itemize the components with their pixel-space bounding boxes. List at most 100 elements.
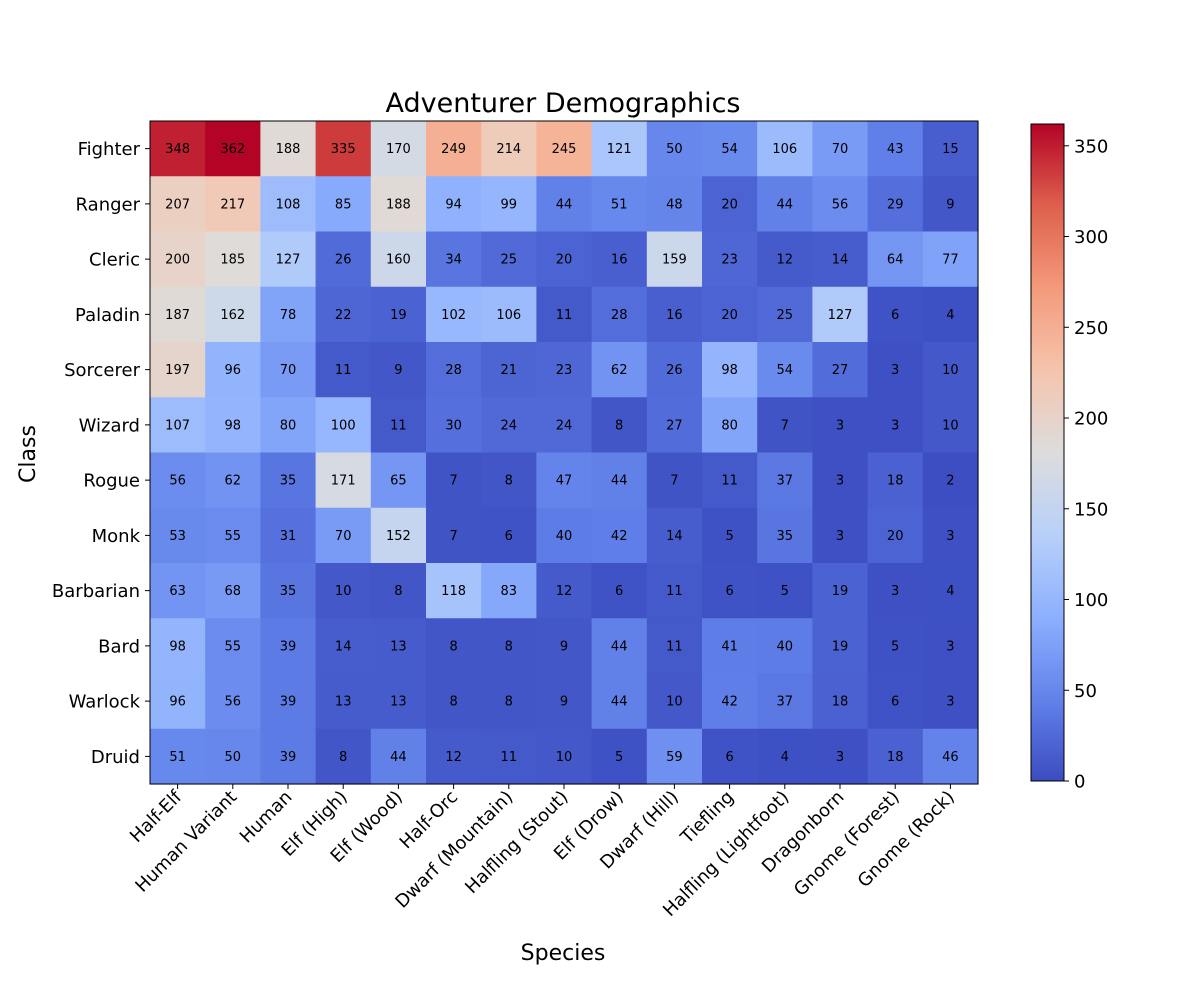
- heatmap-cell: [150, 673, 206, 730]
- heatmap-cell: [150, 286, 206, 343]
- heatmap-cell: [150, 728, 206, 785]
- cell-value-label: 20: [887, 529, 904, 544]
- heatmap-cell: [370, 231, 427, 288]
- cell-value-label: 44: [777, 197, 794, 212]
- cell-value-label: 7: [670, 474, 678, 489]
- heatmap-cell: [922, 563, 979, 619]
- cell-value-label: 26: [335, 253, 352, 268]
- cell-value-label: 11: [666, 584, 683, 599]
- cell-value-label: 14: [666, 529, 683, 544]
- heatmap-cell: [867, 397, 924, 454]
- heatmap-cell: [867, 618, 924, 675]
- cell-value-label: 20: [721, 308, 738, 323]
- heatmap-cell: [812, 563, 869, 619]
- heatmap-cell: [536, 121, 593, 177]
- cell-value-label: 207: [165, 197, 190, 212]
- cell-value-label: 14: [832, 253, 849, 268]
- cell-value-label: 54: [721, 142, 738, 157]
- cell-value-label: 70: [832, 142, 849, 157]
- cell-value-label: 5: [725, 529, 733, 544]
- heatmap-cell: [757, 176, 813, 233]
- heatmap-cell: [812, 673, 869, 730]
- cell-value-label: 80: [280, 418, 297, 433]
- colorbar-tick-label: 300: [1074, 227, 1108, 248]
- heatmap-cell: [481, 563, 537, 619]
- heatmap-cell: [536, 728, 593, 785]
- heatmap-cell: [260, 121, 317, 177]
- heatmap-cell: [315, 176, 372, 233]
- cell-value-label: 187: [165, 308, 190, 323]
- cell-value-label: 40: [777, 639, 794, 654]
- cell-value-label: 37: [777, 695, 794, 710]
- cell-value-label: 107: [165, 418, 190, 433]
- cell-value-label: 40: [556, 529, 573, 544]
- cell-value-label: 7: [781, 418, 789, 433]
- cell-value-label: 56: [832, 197, 849, 212]
- cell-value-label: 28: [445, 363, 462, 378]
- cell-value-label: 16: [666, 308, 683, 323]
- cell-value-label: 78: [280, 308, 297, 323]
- heatmap-cell: [867, 563, 924, 619]
- cell-value-label: 8: [394, 584, 402, 599]
- cell-value-label: 41: [721, 639, 738, 654]
- heatmap-cell: [536, 673, 593, 730]
- y-axis-label: Class: [16, 425, 41, 483]
- cell-value-label: 6: [505, 529, 513, 544]
- heatmap-cell: [426, 452, 482, 509]
- x-tick-label: Gnome (Rock): [854, 787, 959, 892]
- cell-value-label: 188: [276, 142, 301, 157]
- cell-value-label: 9: [560, 639, 568, 654]
- cell-value-label: 34: [445, 253, 462, 268]
- cell-value-label: 20: [721, 197, 738, 212]
- cell-value-label: 6: [725, 750, 733, 765]
- heatmap-cell: [867, 176, 924, 233]
- y-tick-labels: Fighter Ranger Cleric Paladin Sorcerer Wizard…: [52, 139, 150, 768]
- cell-value-label: 11: [501, 750, 518, 765]
- heatmap-cell: [812, 342, 869, 398]
- heatmap-cell: [591, 286, 648, 343]
- cell-value-label: 3: [891, 363, 899, 378]
- heatmap-cell: [150, 563, 206, 619]
- cell-value-label: 3: [836, 529, 844, 544]
- heatmap-cell: [205, 397, 261, 454]
- cell-value-label: 6: [725, 584, 733, 599]
- heatmap-cell: [426, 673, 482, 730]
- cell-value-label: 15: [942, 142, 959, 157]
- cell-value-label: 39: [280, 695, 297, 710]
- cell-value-label: 12: [445, 750, 462, 765]
- cell-value-label: 13: [390, 639, 407, 654]
- x-axis-label: Species: [521, 941, 606, 966]
- heatmap-cell: [205, 507, 261, 564]
- cell-value-label: 13: [335, 695, 352, 710]
- heatmap-cell: [591, 342, 648, 398]
- colorbar-tick-label: 150: [1074, 499, 1108, 520]
- heatmap-cell: [536, 176, 593, 233]
- heatmap-cell: [702, 618, 758, 675]
- heatmap-cell: [315, 286, 372, 343]
- heatmap-cell: [260, 728, 317, 785]
- cell-value-label: 171: [331, 474, 356, 489]
- cell-value-label: 55: [225, 529, 242, 544]
- heatmap-cell: [426, 618, 482, 675]
- heatmap-cell: [315, 673, 372, 730]
- heatmap-cell: [812, 397, 869, 454]
- heatmap-cell: [370, 452, 427, 509]
- cell-value-label: 98: [169, 639, 186, 654]
- cell-value-label: 23: [721, 253, 738, 268]
- heatmap-cell: [591, 121, 648, 177]
- cell-value-label: 3: [946, 529, 954, 544]
- cell-value-label: 152: [386, 529, 411, 544]
- cell-value-label: 44: [390, 750, 407, 765]
- heatmap-cell: [426, 507, 482, 564]
- cell-value-label: 160: [386, 253, 411, 268]
- cell-value-label: 19: [832, 584, 849, 599]
- cell-value-label: 9: [560, 695, 568, 710]
- cell-value-label: 6: [891, 695, 899, 710]
- heatmap-cell: [370, 673, 427, 730]
- heatmap-cell: [150, 176, 206, 233]
- cell-value-label: 8: [449, 639, 457, 654]
- heatmap-cell: [591, 728, 648, 785]
- y-tick-label: Warlock: [69, 692, 141, 713]
